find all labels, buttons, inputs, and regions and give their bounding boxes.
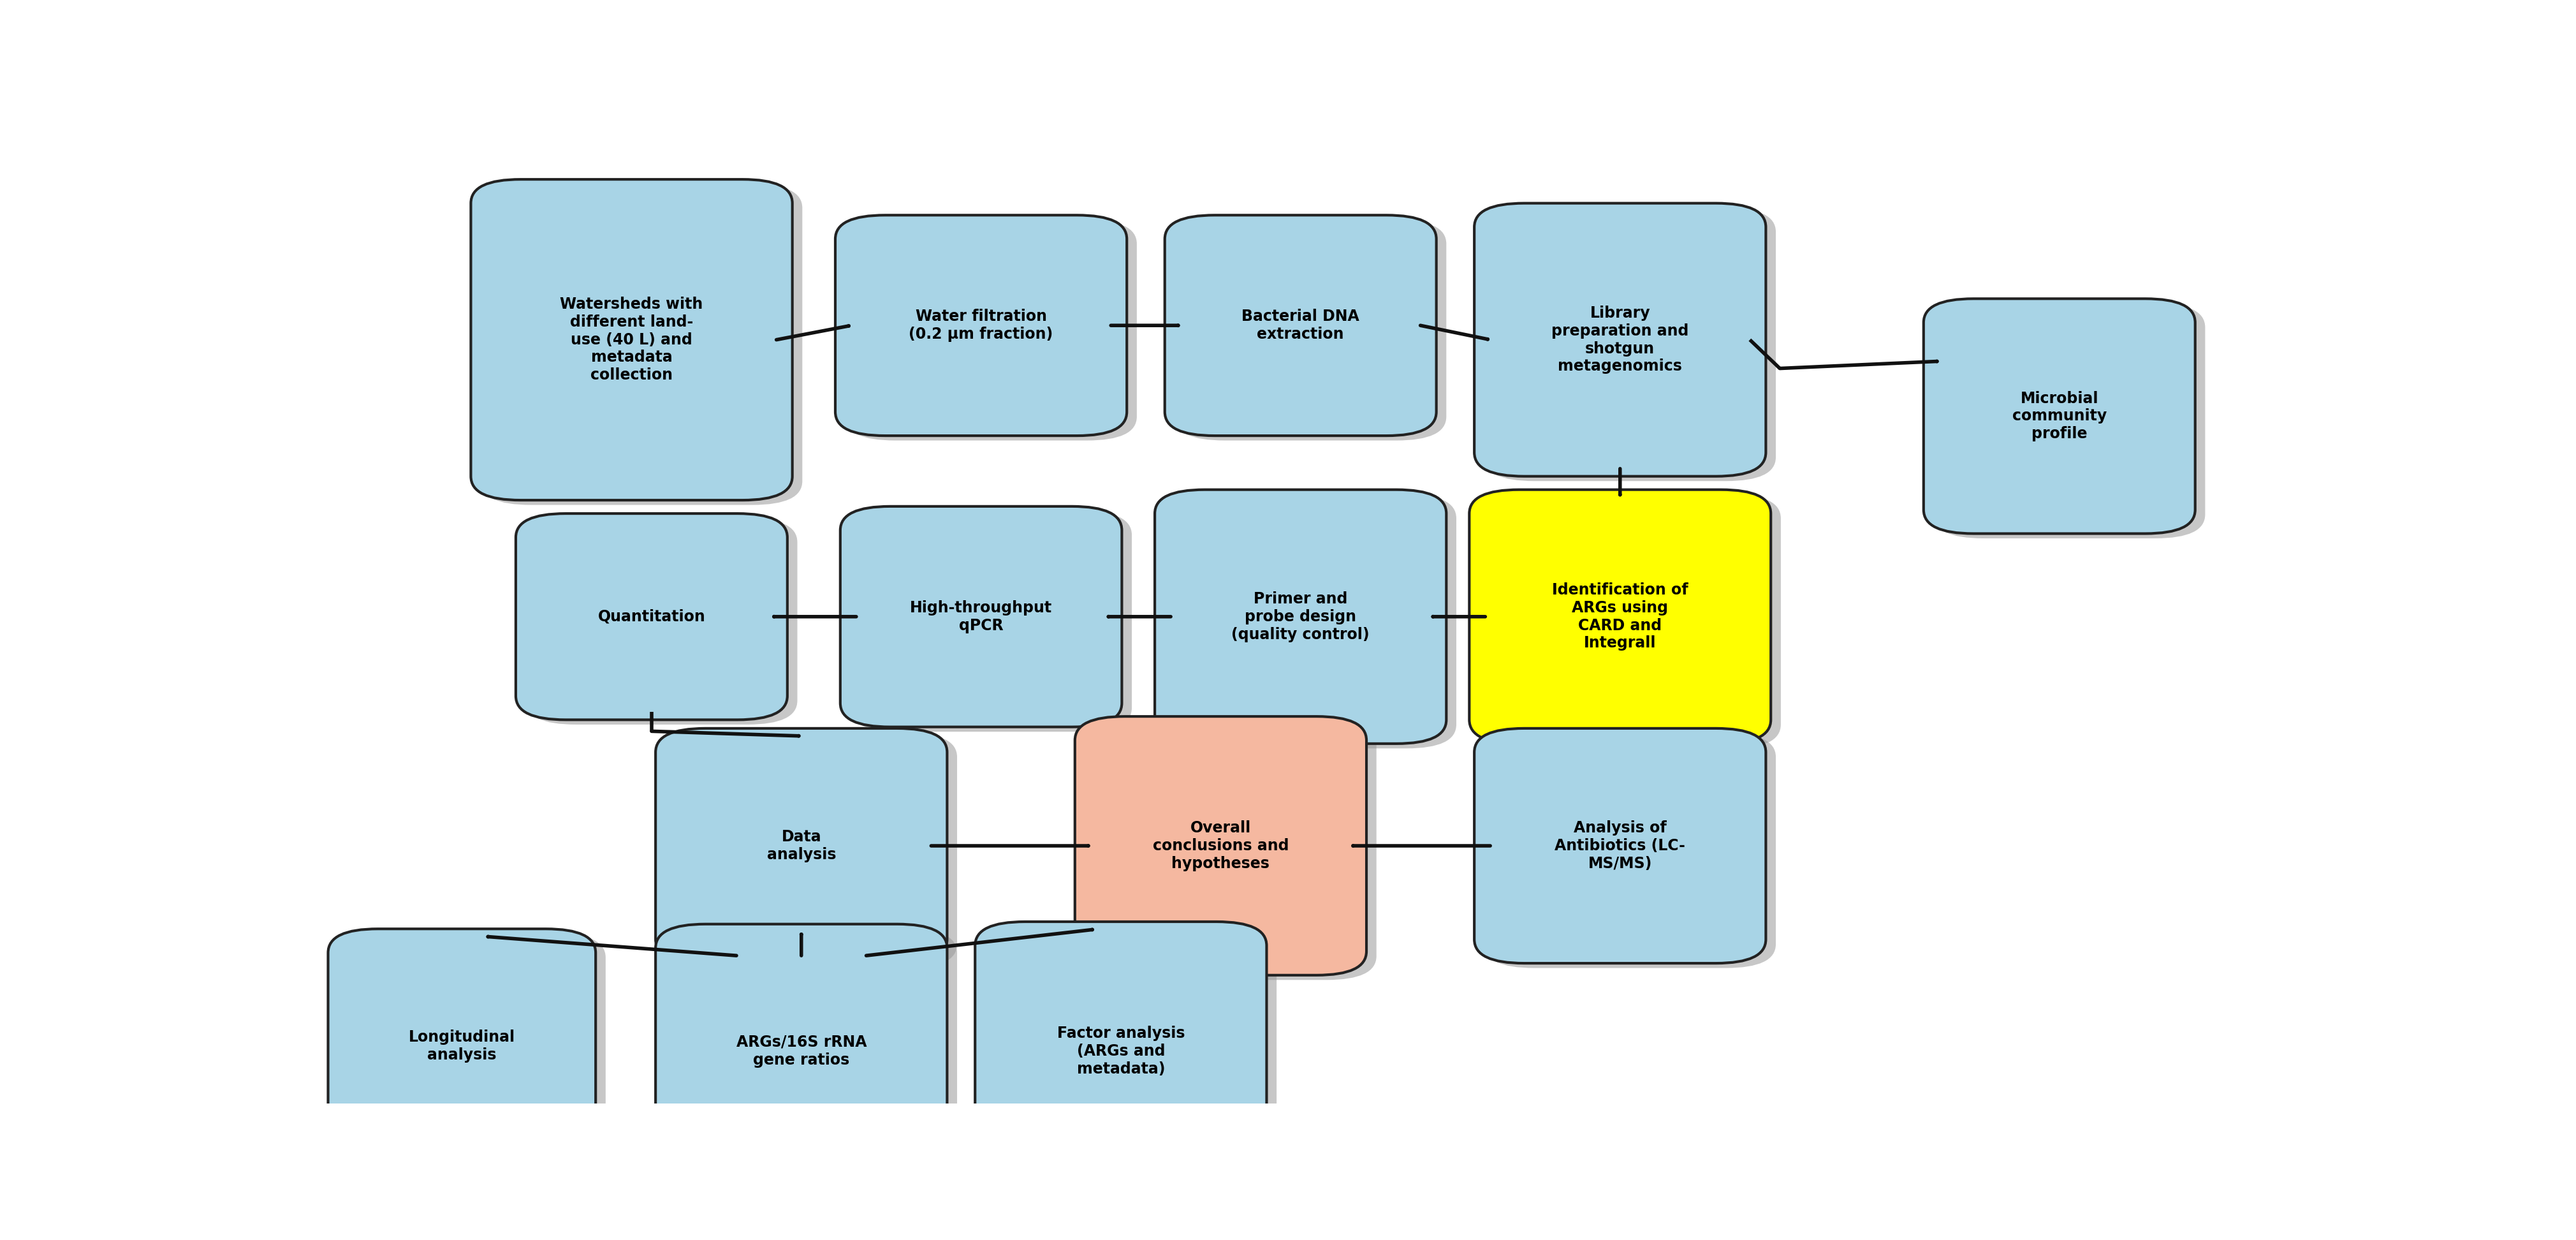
Text: Library
preparation and
shotgun
metagenomics: Library preparation and shotgun metageno… [1551,305,1687,374]
Text: High-throughput
qPCR: High-throughput qPCR [909,600,1051,634]
Text: Data
analysis: Data analysis [768,830,835,862]
FancyBboxPatch shape [1484,208,1775,481]
Text: ARGs/16S rRNA
gene ratios: ARGs/16S rRNA gene ratios [737,1034,866,1068]
FancyBboxPatch shape [1473,203,1765,476]
FancyBboxPatch shape [327,929,595,1164]
Text: Overall
conclusions and
hypotheses: Overall conclusions and hypotheses [1151,821,1288,872]
FancyBboxPatch shape [984,926,1275,1185]
FancyBboxPatch shape [840,506,1121,727]
FancyBboxPatch shape [515,513,788,719]
FancyBboxPatch shape [1074,717,1365,975]
FancyBboxPatch shape [1932,304,2205,538]
FancyBboxPatch shape [1479,495,1780,749]
FancyBboxPatch shape [1468,490,1770,744]
FancyBboxPatch shape [482,184,801,505]
Text: Microbial
community
profile: Microbial community profile [2012,391,2107,441]
FancyBboxPatch shape [850,511,1131,732]
Text: Water filtration
(0.2 μm fraction): Water filtration (0.2 μm fraction) [909,309,1054,342]
FancyBboxPatch shape [1154,490,1445,744]
FancyBboxPatch shape [654,924,948,1178]
FancyBboxPatch shape [835,216,1126,435]
Text: Analysis of
Antibiotics (LC-
MS/MS): Analysis of Antibiotics (LC- MS/MS) [1553,821,1685,872]
FancyBboxPatch shape [471,180,793,500]
Text: Longitudinal
analysis: Longitudinal analysis [410,1029,515,1063]
Text: Identification of
ARGs using
CARD and
Integrall: Identification of ARGs using CARD and In… [1551,583,1687,651]
Text: Bacterial DNA
extraction: Bacterial DNA extraction [1242,309,1360,342]
FancyBboxPatch shape [526,518,796,724]
Text: Primer and
probe design
(quality control): Primer and probe design (quality control… [1231,591,1370,642]
FancyBboxPatch shape [1164,495,1455,749]
FancyBboxPatch shape [665,733,956,968]
FancyBboxPatch shape [665,929,956,1183]
FancyBboxPatch shape [1473,728,1765,963]
FancyBboxPatch shape [845,219,1136,440]
FancyBboxPatch shape [1924,299,2195,533]
Text: Quantitation: Quantitation [598,609,706,624]
FancyBboxPatch shape [654,728,948,963]
FancyBboxPatch shape [337,934,605,1168]
FancyBboxPatch shape [974,921,1267,1180]
FancyBboxPatch shape [1084,722,1376,980]
FancyBboxPatch shape [1164,216,1435,435]
FancyBboxPatch shape [1175,219,1445,440]
Text: Watersheds with
different land-
use (40 L) and
metadata
collection: Watersheds with different land- use (40 … [559,296,703,383]
FancyBboxPatch shape [1484,733,1775,968]
Text: Factor analysis
(ARGs and
metadata): Factor analysis (ARGs and metadata) [1056,1025,1185,1076]
